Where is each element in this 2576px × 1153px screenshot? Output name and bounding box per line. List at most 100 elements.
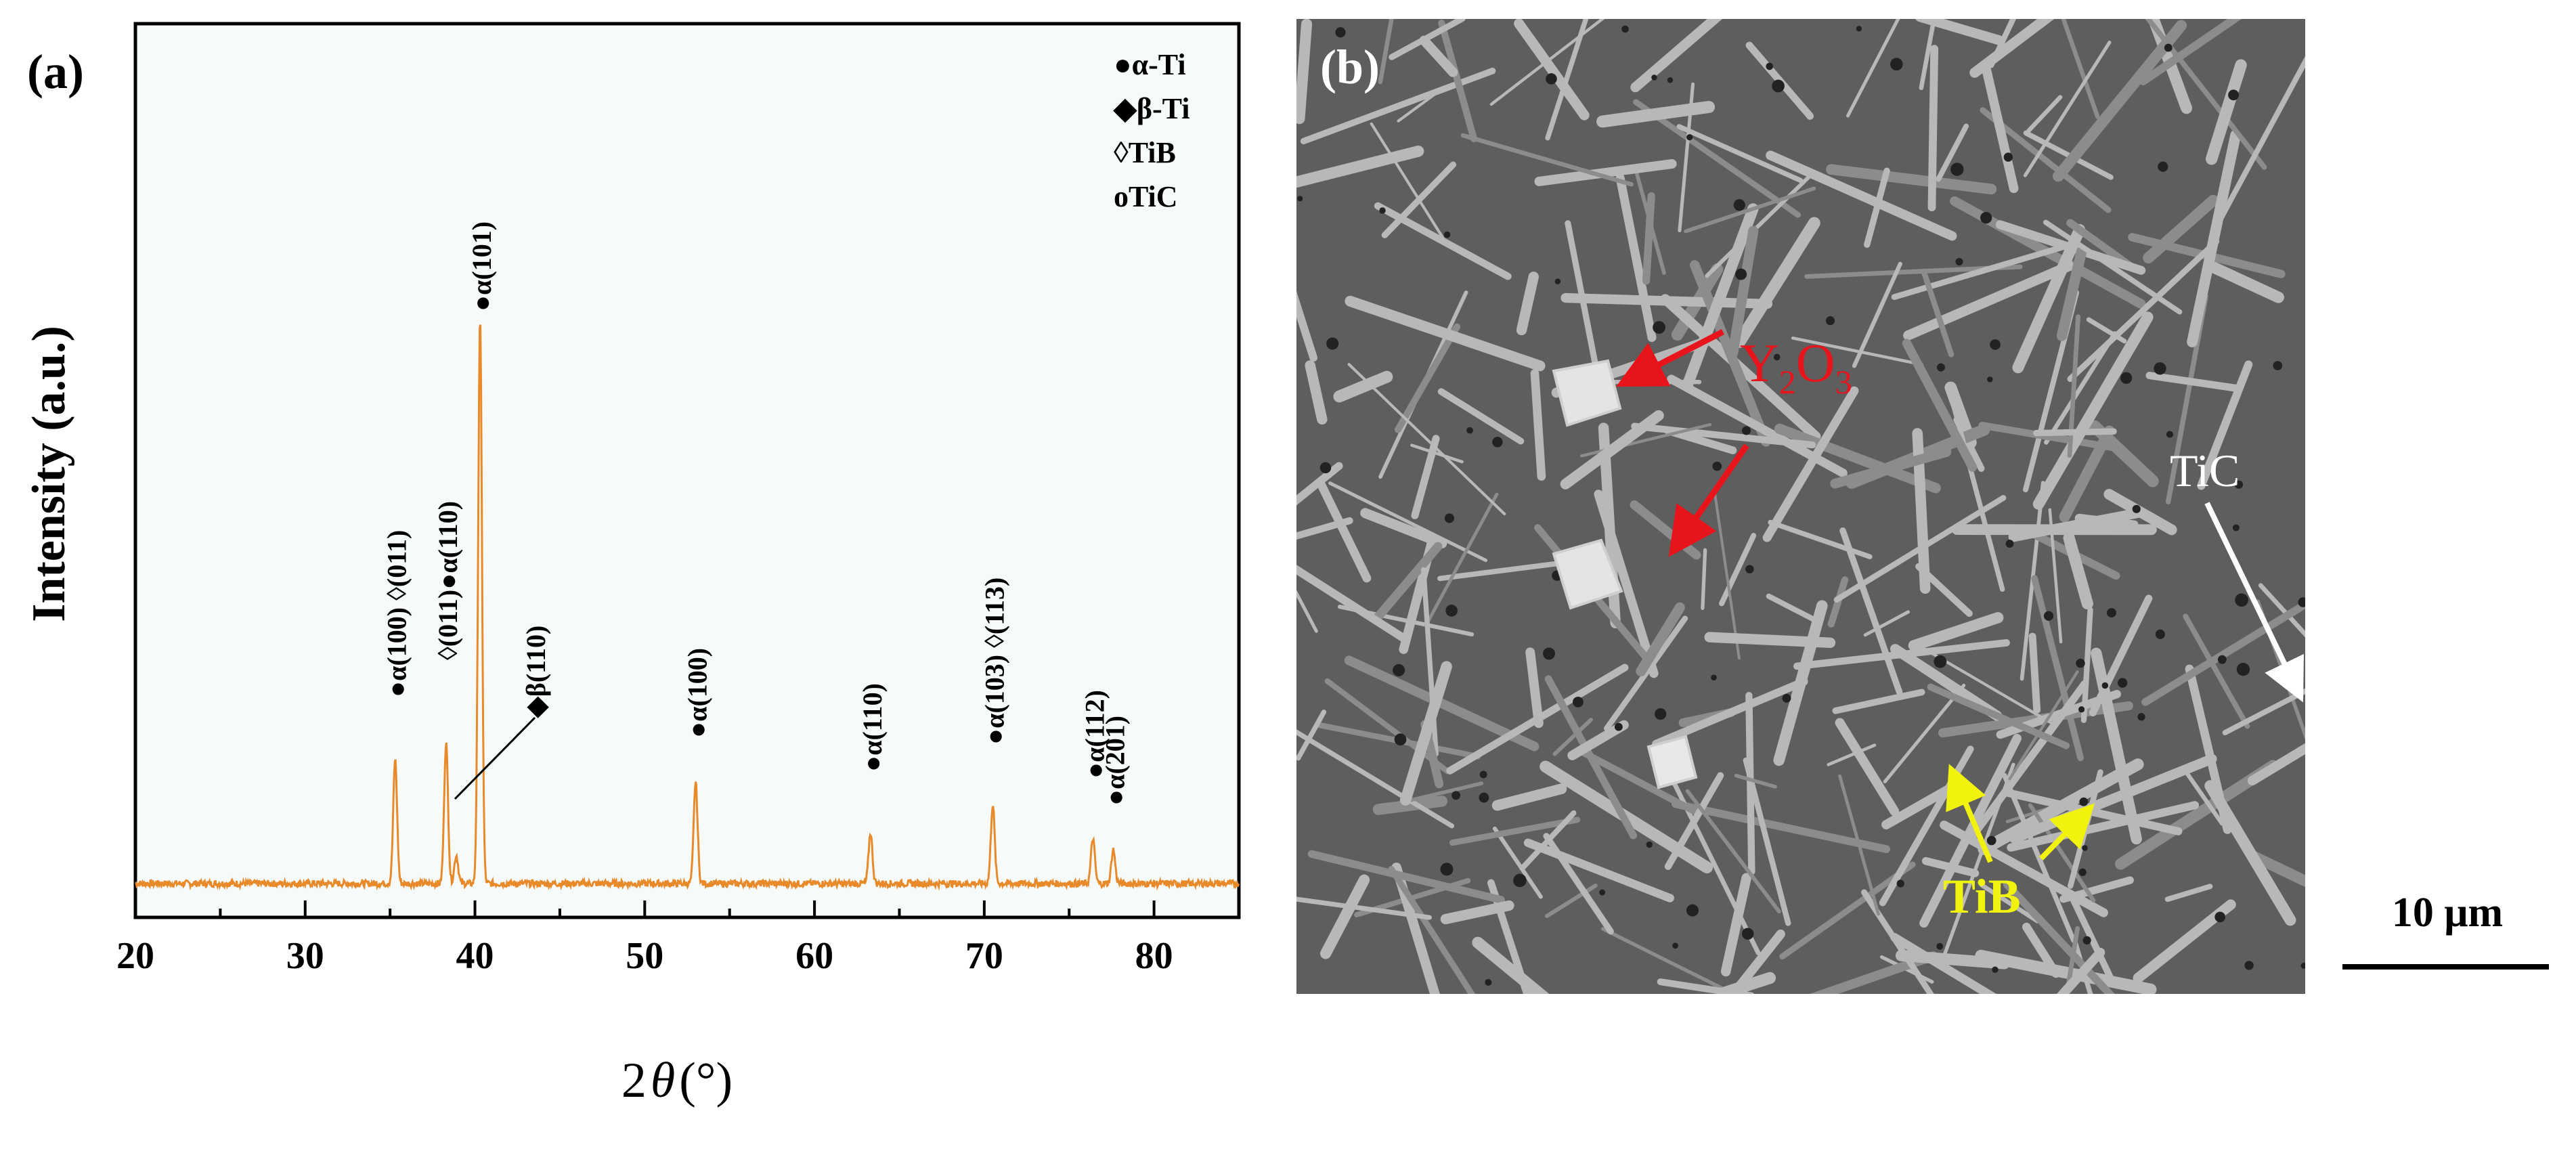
sem-lamella: [1676, 124, 1804, 183]
sem-lamella: [1460, 133, 1634, 187]
sem-lamella: [1296, 896, 1432, 920]
sem-pore: [1443, 231, 1451, 238]
sem-lamella: [1768, 519, 1873, 560]
sem-pore: [2101, 682, 2109, 689]
sem-lamella: [1491, 783, 1567, 811]
sem-lamella: [1902, 339, 1978, 472]
sem-lamella: [1863, 610, 1911, 637]
particle-3: [1646, 735, 1698, 789]
x-tick-label: 80: [1135, 935, 1173, 977]
sem-lamella: [1603, 615, 1688, 732]
sem-lamella: [1440, 900, 1514, 925]
sem-lamella: [1826, 164, 1997, 195]
sem-pore: [1546, 73, 1557, 85]
sem-lamella: [2059, 876, 2134, 903]
sem-lamella: [2008, 670, 2079, 781]
y2o3-particle-1: [1552, 359, 1622, 427]
sem-pore: [1711, 674, 1717, 681]
sem-pore: [2228, 89, 2240, 101]
sem-lamella: [2028, 803, 2096, 903]
sem-lamella: [1642, 192, 1655, 285]
sem-pore: [2234, 480, 2244, 489]
sem-pore: [2005, 540, 2014, 548]
sem-lamella: [2139, 19, 2242, 85]
sem-pore: [1440, 863, 1454, 876]
sem-lamella: [1839, 527, 1903, 695]
sem-pore: [1712, 461, 1722, 471]
sem-pore: [1451, 791, 1460, 800]
sem-lamella: [1594, 490, 1659, 678]
sem-lamella: [2056, 246, 2087, 341]
sem-texture: [1296, 19, 2305, 994]
sem-pore: [1742, 426, 1751, 435]
sem-lamella: [1832, 689, 1925, 714]
sem-lamella: [1766, 150, 1957, 241]
sem-lamella: [1296, 565, 1408, 643]
sem-pore: [1335, 27, 1346, 38]
sem-lamella: [1713, 488, 1741, 660]
sem-pore: [1825, 316, 1835, 326]
sem-pore: [2082, 845, 2088, 851]
sem-lamella: [1631, 422, 1816, 449]
x-tick-label: 50: [626, 935, 663, 977]
x-tick-label: 40: [456, 935, 494, 977]
sem-pore: [1513, 873, 1527, 888]
sem-lamella: [2183, 613, 2250, 729]
sem-lamella: [1927, 683, 2070, 749]
sem-lamella: [1449, 817, 1581, 846]
sem-pore: [2232, 524, 2240, 531]
sem-pore: [2154, 362, 2166, 375]
sem-pore: [2120, 372, 2133, 384]
sem-lamella: [1719, 533, 1757, 607]
sem-lamella: [1969, 19, 2055, 78]
sem-pore: [1766, 62, 1774, 70]
sem-lamella: [1523, 838, 1674, 902]
sem-lamella: [1779, 861, 1916, 960]
peak-annotation: ◆β(110): [521, 626, 551, 718]
sem-lamella: [1895, 949, 2010, 970]
sem-lamella: [2145, 372, 2243, 393]
y2o3-arrow-2: [1668, 443, 1749, 557]
tib-arrow-1: [1946, 764, 1993, 863]
xrd-chart: (a) 20 30 40 50 60 70 80 ●α(100) ◊(011) ◊(011)●…: [23, 22, 1241, 1108]
tic-arrow: [2204, 502, 2304, 703]
xrd-pattern-line: [135, 324, 1240, 891]
sem-pore: [2217, 655, 2227, 664]
sem-lamella: [1437, 388, 1525, 445]
sem-lamella: [1596, 101, 1716, 128]
sem-lamella: [1891, 243, 2070, 301]
tib-arrow-2: [2039, 803, 2095, 861]
sem-lamella: [1774, 423, 1941, 494]
sem-lamella: [1852, 261, 1902, 368]
sem-pore: [1479, 770, 1487, 779]
sem-pore: [1741, 928, 1754, 940]
panel-b-label: (b): [1320, 40, 1380, 94]
sem-lamella: [1720, 873, 1751, 977]
sem-lamella: [2008, 507, 2146, 542]
sem-micrograph: (b) Y2O3 TiC TiB 10 μm: [1296, 19, 2549, 994]
plot-area: [133, 22, 1241, 919]
peak-annotation: ●α(201): [1099, 716, 1130, 806]
sem-lamella: [1672, 800, 1891, 854]
scale-bar-label: 10 μm: [2392, 890, 2503, 936]
sem-lamella: [1919, 19, 1937, 91]
sem-pore: [2076, 658, 2085, 668]
sem-lamella: [2007, 801, 2200, 852]
sem-lamella: [1424, 492, 1499, 628]
sem-pore: [1773, 353, 1781, 361]
sem-pore: [1543, 647, 1556, 660]
sem-lamella: [2247, 743, 2305, 786]
sem-pore: [2300, 962, 2305, 969]
sem-lamella: [1733, 217, 1820, 349]
sem-pore: [1379, 207, 1386, 214]
sem-lamella: [1324, 678, 1451, 775]
sem-lamella: [1315, 477, 1372, 583]
sem-lamella: [1319, 874, 1370, 959]
sem-lamella: [2028, 632, 2041, 714]
sem-pore: [1934, 655, 1947, 668]
sem-lamella: [2187, 129, 2242, 347]
sem-lamella: [1307, 850, 1505, 904]
sem-pore: [2235, 593, 2248, 607]
sem-lamella: [1864, 167, 1890, 248]
sem-pore: [1599, 889, 1606, 896]
